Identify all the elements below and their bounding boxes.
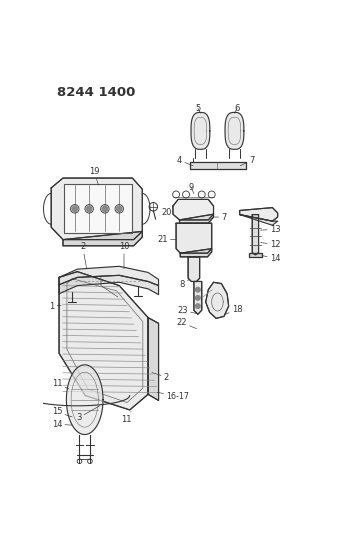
Text: 7: 7: [240, 156, 254, 166]
Text: 8244 1400: 8244 1400: [57, 85, 136, 99]
Text: 11: 11: [121, 411, 132, 424]
Text: 13: 13: [261, 225, 280, 234]
Text: 21: 21: [157, 235, 176, 244]
Text: 10: 10: [119, 242, 129, 269]
Circle shape: [72, 206, 78, 212]
Polygon shape: [194, 281, 202, 314]
Polygon shape: [180, 214, 214, 223]
Text: 7: 7: [214, 213, 227, 222]
Polygon shape: [188, 257, 200, 281]
Polygon shape: [240, 207, 278, 221]
Text: 5: 5: [195, 104, 201, 113]
Polygon shape: [51, 178, 142, 240]
Polygon shape: [240, 215, 278, 225]
Text: 1: 1: [49, 302, 61, 311]
Text: 23: 23: [177, 306, 197, 314]
Text: 14: 14: [52, 420, 72, 429]
Text: 11: 11: [52, 379, 69, 389]
Text: 22: 22: [176, 318, 197, 329]
Text: 12: 12: [261, 240, 280, 249]
Circle shape: [195, 296, 200, 300]
Polygon shape: [180, 248, 212, 257]
Circle shape: [102, 206, 107, 212]
Polygon shape: [66, 365, 103, 434]
Polygon shape: [173, 199, 214, 220]
Polygon shape: [148, 318, 158, 400]
Text: 2: 2: [80, 242, 87, 268]
Polygon shape: [64, 184, 132, 233]
Text: 9: 9: [189, 183, 194, 193]
Circle shape: [117, 206, 122, 212]
Text: 4: 4: [177, 156, 193, 166]
Polygon shape: [63, 231, 142, 246]
Polygon shape: [249, 253, 262, 257]
Text: 3: 3: [76, 406, 100, 422]
Text: 2: 2: [152, 373, 169, 382]
Text: 16-17: 16-17: [157, 392, 189, 401]
Text: 15: 15: [52, 408, 72, 417]
Text: 14: 14: [262, 254, 280, 263]
Text: 8: 8: [180, 279, 189, 289]
Text: 20: 20: [161, 208, 172, 217]
Polygon shape: [190, 161, 246, 169]
Circle shape: [86, 206, 92, 212]
Polygon shape: [176, 223, 212, 253]
Circle shape: [195, 304, 200, 309]
Polygon shape: [252, 215, 258, 255]
Circle shape: [195, 287, 200, 292]
Polygon shape: [206, 282, 229, 318]
Polygon shape: [225, 112, 244, 149]
Polygon shape: [59, 266, 158, 286]
Polygon shape: [59, 272, 148, 410]
Text: 6: 6: [234, 104, 240, 113]
Polygon shape: [191, 112, 210, 149]
Text: 19: 19: [89, 167, 100, 185]
Text: 18: 18: [225, 305, 242, 314]
Polygon shape: [59, 276, 158, 295]
